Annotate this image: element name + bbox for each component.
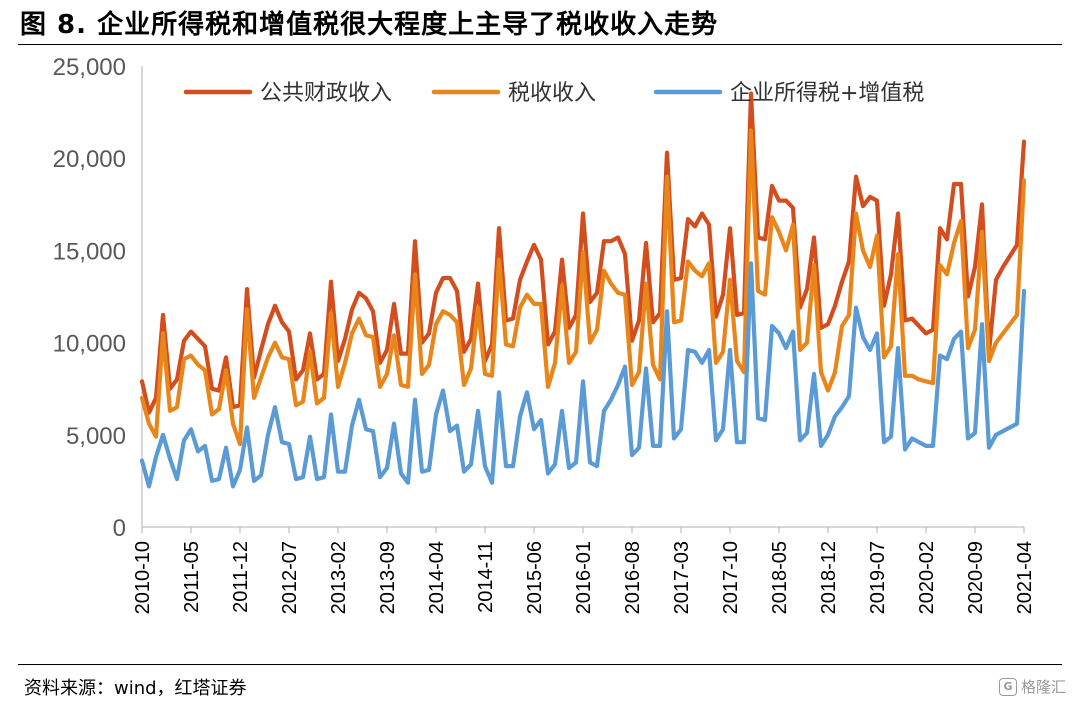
x-tick-label: 2015-06 xyxy=(524,541,546,614)
x-tick-label: 2020-09 xyxy=(965,541,987,614)
x-tick-label: 2011-12 xyxy=(230,541,252,613)
figure-title: 图 8. 企业所得税和增值税很大程度上主导了税收收入走势 xyxy=(20,10,719,40)
y-tick-label: 20,000 xyxy=(53,146,126,173)
y-tick-label: 10,000 xyxy=(53,331,126,358)
series-line-2 xyxy=(139,128,1027,447)
x-tick-label: 2013-09 xyxy=(377,541,399,614)
y-tick-label: 25,000 xyxy=(53,54,126,81)
chart-axes: 0 5,000 10,000 15,000 20,000 25,000 2010-10 201… xyxy=(53,54,1036,614)
x-tick-label: 2012-07 xyxy=(279,541,301,614)
y-tick-label: 5,000 xyxy=(66,423,126,450)
source-note: 资料来源：wind，红塔证券 xyxy=(24,678,247,699)
x-tick-label: 2014-11 xyxy=(475,541,497,613)
legend-label-2: 税收收入 xyxy=(508,81,596,106)
title-underline xyxy=(18,44,1062,45)
y-tick-label: 0 xyxy=(113,515,126,542)
legend-label-1: 公共财政收入 xyxy=(260,81,392,106)
x-tick-label: 2017-03 xyxy=(671,541,693,614)
x-tick-label: 2010-10 xyxy=(132,541,154,614)
chart-series xyxy=(139,91,1027,489)
x-tick-label: 2016-01 xyxy=(573,541,595,614)
x-tick-label: 2018-12 xyxy=(818,541,840,614)
x-tick-label: 2014-04 xyxy=(426,541,448,614)
x-tick-label: 2021-04 xyxy=(1014,541,1036,614)
footer-rule xyxy=(18,664,1062,665)
y-tick-label: 15,000 xyxy=(53,238,126,265)
series-line-1 xyxy=(139,91,1027,415)
watermark: G 格隆汇 xyxy=(998,676,1066,697)
series-line-3 xyxy=(139,261,1027,489)
x-tick-label: 2013-02 xyxy=(328,541,350,614)
chart-legend: 公共财政收入 税收收入 企业所得税+增值税 xyxy=(183,81,924,106)
x-tick-label: 2017-10 xyxy=(720,541,742,614)
x-tick-label: 2020-02 xyxy=(916,541,938,614)
x-tick-label: 2011-05 xyxy=(181,541,203,613)
x-tick-label: 2018-05 xyxy=(769,541,791,614)
x-tick-label: 2016-08 xyxy=(622,541,644,614)
x-tick-label: 2019-07 xyxy=(867,541,889,614)
watermark-logo-icon: G xyxy=(998,677,1017,696)
watermark-text: 格隆汇 xyxy=(1020,678,1066,696)
legend-label-3: 企业所得税+增值税 xyxy=(730,81,924,106)
